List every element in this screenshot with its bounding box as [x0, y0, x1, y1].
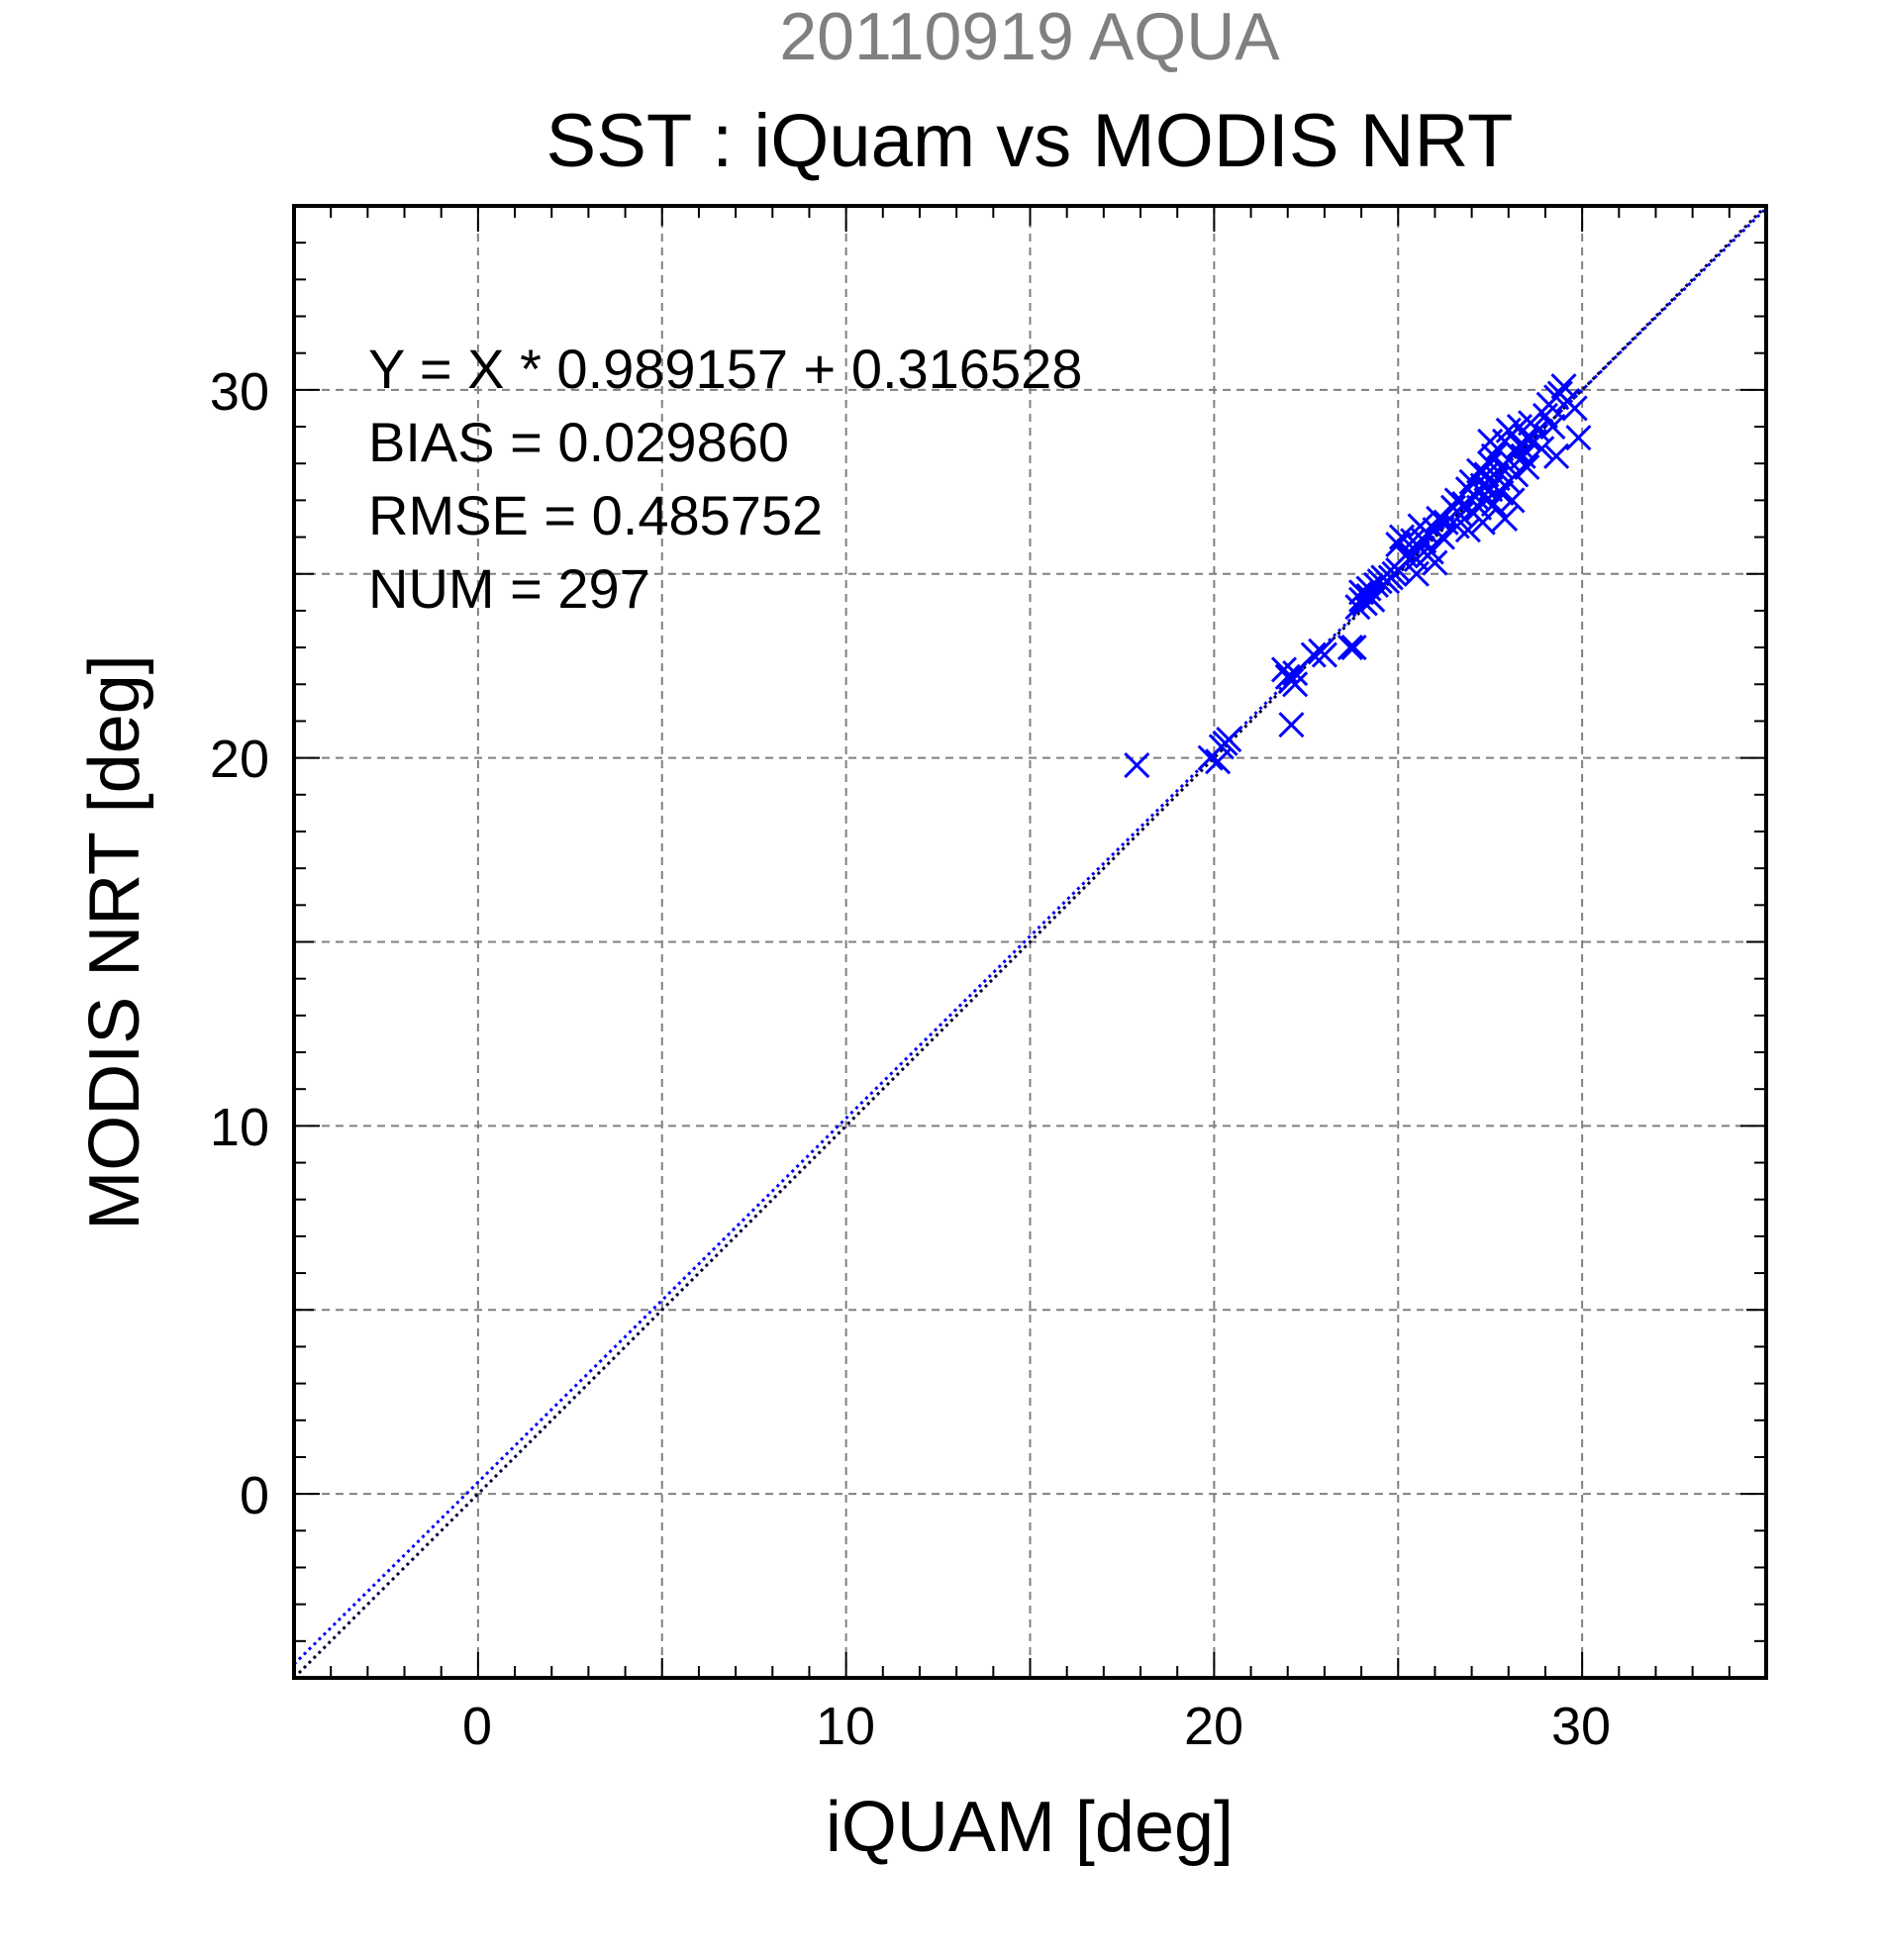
marker-stroke [1418, 539, 1444, 565]
data-point [1336, 635, 1363, 661]
plot-frame [292, 204, 1768, 1680]
data-point [1351, 590, 1378, 617]
data-point [1429, 524, 1455, 550]
data-point [1499, 487, 1526, 514]
data-point [1422, 549, 1448, 576]
marker-stroke [1469, 509, 1496, 536]
data-point [1550, 373, 1577, 400]
marker-stroke [1278, 712, 1305, 738]
data-point [1469, 509, 1496, 536]
marker-stroke [1514, 453, 1540, 481]
data-point [1491, 505, 1519, 533]
marker-stroke [1480, 442, 1507, 469]
rmse-value: RMSE = 0.485752 [368, 484, 823, 546]
marker-stroke [1355, 575, 1382, 602]
num-value: NUM = 297 [368, 557, 650, 620]
chart-supertitle: 20110919 AQUA [779, 0, 1280, 74]
data-point [1359, 586, 1386, 613]
identity-line [292, 204, 1768, 1680]
x-tick-label: 0 [462, 1697, 492, 1756]
y-tick-label: 0 [240, 1466, 269, 1525]
data-point [1311, 641, 1337, 668]
x-axis-label: iQUAM [deg] [826, 1788, 1234, 1867]
marker-stroke [1422, 549, 1448, 576]
marker-stroke [1300, 641, 1327, 668]
data-point [1480, 442, 1507, 469]
x-tick-label: 30 [1551, 1697, 1611, 1756]
marker-stroke [1503, 440, 1530, 466]
marker-stroke [1351, 590, 1378, 617]
chart-title: SST : iQuam vs MODIS NRT [546, 99, 1514, 183]
marker-stroke [1488, 479, 1515, 507]
marker-stroke [1499, 487, 1526, 514]
data-point [1385, 531, 1412, 558]
marker-stroke [1359, 586, 1386, 613]
y-tick-labels: 0 10 20 30 [210, 362, 269, 1525]
marker-stroke [1336, 635, 1363, 661]
marker-stroke [1550, 373, 1577, 400]
x-tick-label: 20 [1184, 1697, 1243, 1756]
marker-stroke [1561, 395, 1588, 422]
data-point [1278, 712, 1305, 738]
marker-stroke [1495, 417, 1522, 443]
regression-fit-line [292, 207, 1768, 1666]
data-point [1495, 417, 1522, 443]
data-point [1300, 641, 1327, 668]
marker-stroke [1311, 641, 1337, 668]
data-points [1124, 373, 1592, 779]
marker-stroke [1480, 491, 1507, 518]
marker-stroke [1539, 413, 1566, 441]
data-point [1216, 726, 1242, 753]
marker-stroke [1503, 461, 1530, 488]
marker-stroke [1565, 425, 1592, 451]
marker-stroke [1429, 524, 1455, 550]
marker-stroke [1477, 450, 1504, 477]
marker-stroke [1514, 425, 1540, 451]
marker-stroke [1477, 476, 1504, 503]
marker-stroke [1385, 531, 1412, 558]
marker-stroke [1477, 428, 1504, 454]
fit-equation: Y = X * 0.989157 + 0.316528 [368, 338, 1082, 400]
marker-stroke [1403, 560, 1430, 587]
marker-stroke [1491, 505, 1519, 533]
y-axis-label: MODIS NRT [deg] [75, 654, 154, 1230]
data-point [1488, 479, 1515, 507]
x-tick-label: 10 [816, 1697, 875, 1756]
data-point [1565, 425, 1592, 451]
marker-stroke [1340, 635, 1367, 661]
marker-stroke [1462, 483, 1489, 510]
y-tick-label: 30 [210, 362, 269, 422]
data-point [1539, 413, 1566, 441]
data-point [1477, 428, 1504, 454]
marker-stroke [1454, 517, 1481, 543]
marker-stroke [1529, 436, 1555, 462]
marker-stroke [1124, 751, 1150, 779]
reference-lines [292, 204, 1768, 1680]
data-point [1514, 453, 1540, 481]
data-point [1282, 671, 1309, 698]
data-point [1124, 751, 1150, 779]
data-point [1403, 560, 1430, 587]
marker-stroke [1205, 748, 1232, 775]
data-point [1514, 425, 1540, 451]
stats-annotation: Y = X * 0.989157 + 0.316528 BIAS = 0.029… [368, 338, 1082, 620]
marker-stroke [1510, 442, 1536, 469]
marker-stroke [1282, 671, 1309, 698]
data-point [1503, 440, 1530, 466]
marker-stroke [1216, 726, 1242, 753]
data-point [1529, 436, 1555, 462]
x-tick-labels: 0 10 20 30 [462, 1697, 1611, 1756]
bias-value: BIAS = 0.029860 [368, 411, 789, 473]
marker-stroke [1543, 442, 1570, 469]
data-point [1205, 748, 1232, 775]
data-point [1503, 461, 1530, 488]
marker-stroke [1348, 579, 1375, 606]
data-point [1340, 635, 1367, 661]
y-tick-label: 10 [210, 1098, 269, 1157]
y-tick-label: 20 [210, 730, 269, 789]
data-point [1561, 395, 1588, 422]
marker-stroke [1270, 656, 1298, 683]
data-point [1543, 442, 1570, 469]
